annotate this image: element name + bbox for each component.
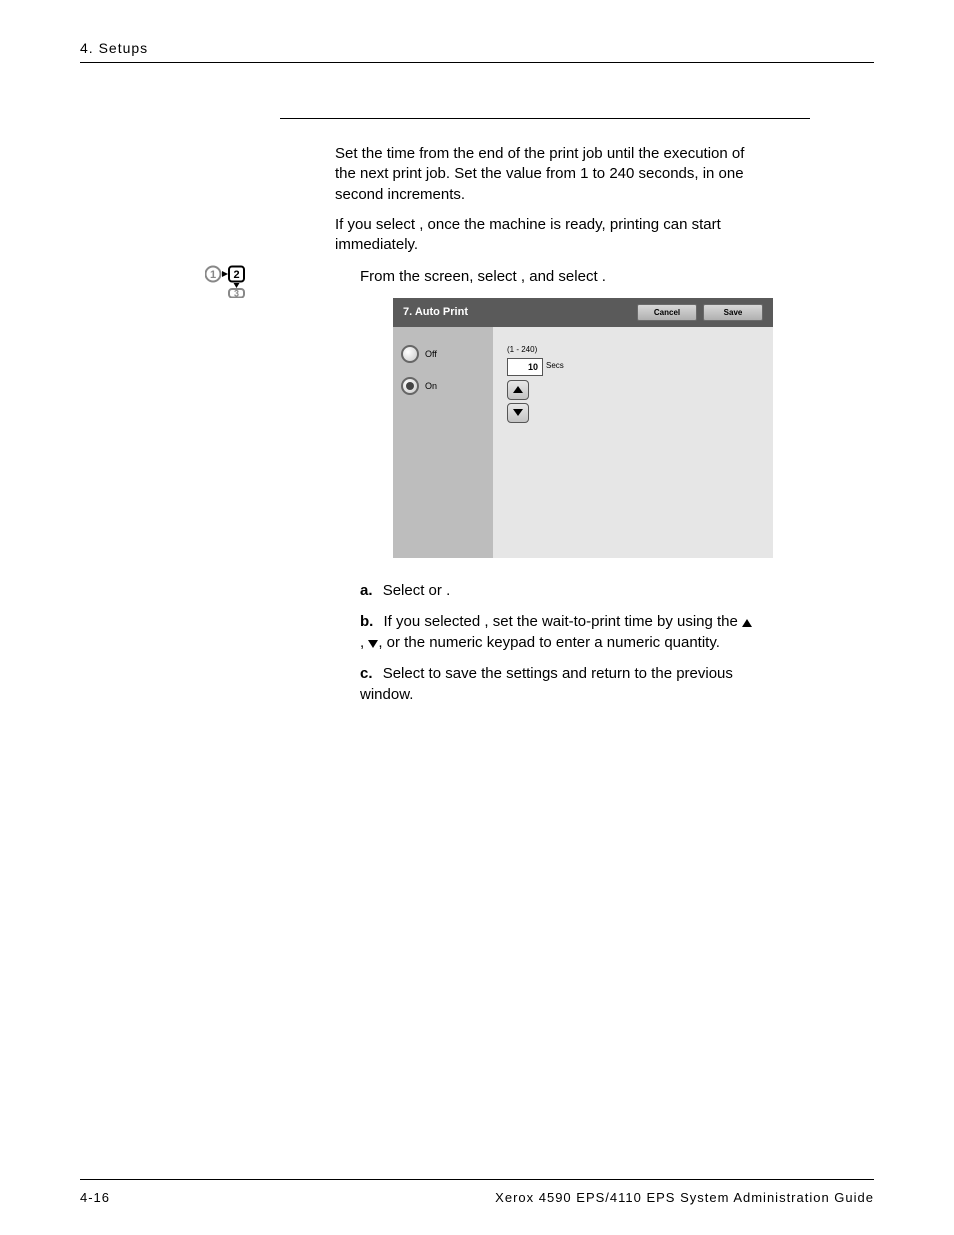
step-1-text: From the screen, select , and select . xyxy=(360,267,755,287)
step1-d: . xyxy=(602,268,606,285)
chevron-up-icon xyxy=(513,386,523,393)
dialog-title: 7. Auto Print xyxy=(403,306,631,318)
section-label: 4. Setups xyxy=(80,40,874,56)
substep-a-3: . xyxy=(446,582,450,599)
step1-a: From the xyxy=(360,268,424,285)
page-footer: 4-16 Xerox 4590 EPS/4110 EPS System Admi… xyxy=(80,1179,874,1205)
substep-b: b. If you selected , set the wait-to-pri… xyxy=(360,611,755,653)
step1-c: , and select xyxy=(521,268,602,285)
book-title: Xerox 4590 EPS/4110 EPS System Administr… xyxy=(495,1190,874,1205)
radio-on-icon xyxy=(401,377,419,395)
substep-a-2: or xyxy=(429,582,447,599)
radio-off-icon xyxy=(401,345,419,363)
radio-group: Off On xyxy=(393,327,493,558)
increment-button[interactable] xyxy=(507,380,529,400)
substep-c-marker: c. xyxy=(360,665,373,682)
radio-off-label: Off xyxy=(425,349,437,359)
unit-label: Secs xyxy=(546,361,564,370)
step1-b: screen, select xyxy=(424,268,521,285)
substep-b-3: , or the numeric keypad to enter a numer… xyxy=(378,634,720,651)
substep-b-2: , set the wait-to-print time by using th… xyxy=(484,613,742,630)
substep-a-1: Select xyxy=(383,582,429,599)
secondary-step-indicator-icon: 1 2 3 xyxy=(205,264,247,303)
svg-text:3: 3 xyxy=(234,289,239,299)
radio-on-label: On xyxy=(425,381,437,391)
radio-off[interactable]: Off xyxy=(401,345,437,363)
decrement-button[interactable] xyxy=(507,403,529,423)
dialog-titlebar: 7. Auto Print Cancel Save xyxy=(393,298,773,327)
substep-c: c. Select to save the settings and retur… xyxy=(360,663,755,705)
substep-a-marker: a. xyxy=(360,582,373,599)
chevron-down-icon xyxy=(513,409,523,416)
substep-b-1: If you selected xyxy=(384,613,485,630)
content-area: Set the time from the end of the print j… xyxy=(80,63,874,1179)
range-label: (1 - 240) xyxy=(507,345,759,354)
up-arrow-icon xyxy=(742,619,752,627)
intro-paragraph-1: Set the time from the end of the print j… xyxy=(335,144,755,205)
down-arrow-icon xyxy=(368,640,378,648)
save-button[interactable]: Save xyxy=(703,304,763,321)
value-panel: (1 - 240) 10Secs xyxy=(493,327,773,558)
substep-c-1: Select xyxy=(383,665,429,682)
cancel-button[interactable]: Cancel xyxy=(637,304,697,321)
value-field[interactable]: 10 xyxy=(507,358,543,376)
substep-b-marker: b. xyxy=(360,613,373,630)
intro-paragraph-2: If you select , once the machine is read… xyxy=(335,215,755,256)
device-screenshot: 7. Auto Print Cancel Save Off xyxy=(393,298,773,558)
page-number: 4-16 xyxy=(80,1190,110,1205)
running-header: 4. Setups xyxy=(80,40,874,63)
section-rule xyxy=(280,118,810,119)
step-1: 1 2 3 From the screen, select , and sele… xyxy=(280,267,755,287)
radio-on[interactable]: On xyxy=(401,377,437,395)
intro-2a: If you select xyxy=(335,216,419,233)
substep-a: a. Select or . xyxy=(360,580,755,601)
svg-text:1: 1 xyxy=(210,269,216,281)
svg-text:2: 2 xyxy=(233,269,239,281)
